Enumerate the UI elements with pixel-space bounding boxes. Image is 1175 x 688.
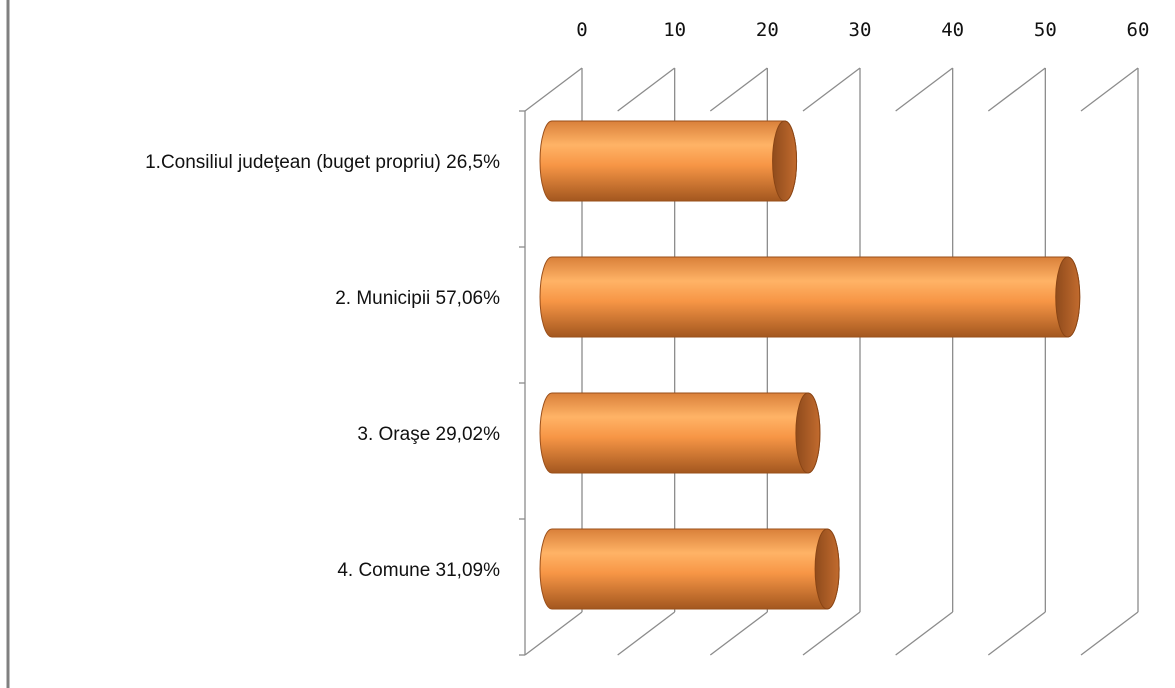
floor-gridline xyxy=(709,611,768,656)
bar-end-cap xyxy=(772,120,798,202)
bar-end-cap xyxy=(1055,256,1081,338)
category-label: 2. Municipii 57,06% xyxy=(335,288,500,309)
floor-gridline xyxy=(617,611,676,656)
x-tick-label: 30 xyxy=(849,19,872,41)
top-edge-line xyxy=(709,67,768,112)
floor-gridline xyxy=(802,611,861,656)
y-axis xyxy=(519,110,526,656)
bar xyxy=(539,120,798,202)
bar xyxy=(539,392,821,474)
top-edge-line xyxy=(802,67,861,112)
bar-end-cap xyxy=(795,392,821,474)
bar-body xyxy=(539,120,798,202)
floor-gridline xyxy=(524,611,583,656)
x-tick-label: 10 xyxy=(663,19,686,41)
bar-end-cap xyxy=(814,528,840,610)
category-label: 4. Comune 31,09% xyxy=(337,560,500,581)
chart-floor xyxy=(524,67,1139,656)
top-edge-line xyxy=(987,67,1046,112)
bar-body xyxy=(539,256,1081,338)
floor-gridline xyxy=(895,611,954,656)
bar xyxy=(539,528,840,610)
bar-body xyxy=(539,392,821,474)
x-axis-ticks: 0 10 20 30 40 50 60 xyxy=(576,19,1149,41)
bar xyxy=(539,256,1081,338)
x-tick-label: 50 xyxy=(1034,19,1057,41)
top-edge-line xyxy=(895,67,954,112)
floor-gridline xyxy=(987,611,1046,656)
x-tick-label: 20 xyxy=(756,19,779,41)
x-tick-label: 60 xyxy=(1127,19,1150,41)
floor-gridline xyxy=(1080,611,1139,656)
x-tick-label: 0 xyxy=(576,19,587,41)
top-edge-line xyxy=(1080,67,1139,112)
top-edge-line xyxy=(617,67,676,112)
x-tick-label: 40 xyxy=(941,19,964,41)
category-label: 1.Consiliul judeţean (buget propriu) 26,… xyxy=(145,152,500,173)
top-edge-line xyxy=(524,67,583,112)
bars xyxy=(539,120,1081,610)
bar-body xyxy=(539,528,840,610)
category-labels: 1.Consiliul judeţean (buget propriu) 26,… xyxy=(145,152,500,581)
category-label: 3. Oraşe 29,02% xyxy=(357,424,500,445)
